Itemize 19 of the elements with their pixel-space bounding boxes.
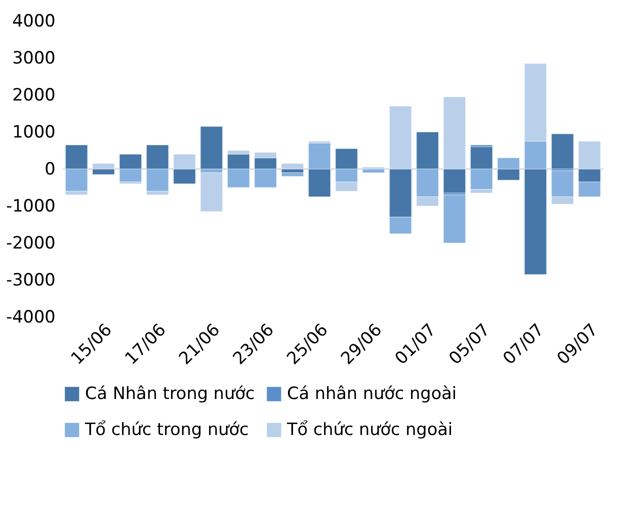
bar [281, 163, 304, 170]
legend-label: Cá Nhân trong nước [85, 384, 255, 404]
legend-label: Tổ chức trong nước [84, 420, 249, 440]
legend-label: Tổ chức nước ngoài [286, 420, 453, 440]
y-tick-label: 3000 [12, 48, 56, 68]
y-tick-label: -4000 [6, 308, 56, 328]
y-tick-label: -1000 [6, 196, 56, 216]
y-tick-label: 4000 [12, 12, 56, 32]
y-tick-label: -3000 [6, 270, 56, 290]
y-tick-label: 0 [44, 160, 56, 180]
bar [443, 194, 466, 244]
bar [200, 172, 223, 212]
y-tick-label: 1000 [12, 122, 56, 142]
legend-label: Cá nhân nước ngoài [287, 384, 457, 404]
y-tick-label: 2000 [12, 86, 56, 106]
y-tick-label: -2000 [6, 234, 56, 254]
bar [281, 172, 304, 177]
bar [200, 126, 223, 170]
bar [551, 134, 574, 170]
